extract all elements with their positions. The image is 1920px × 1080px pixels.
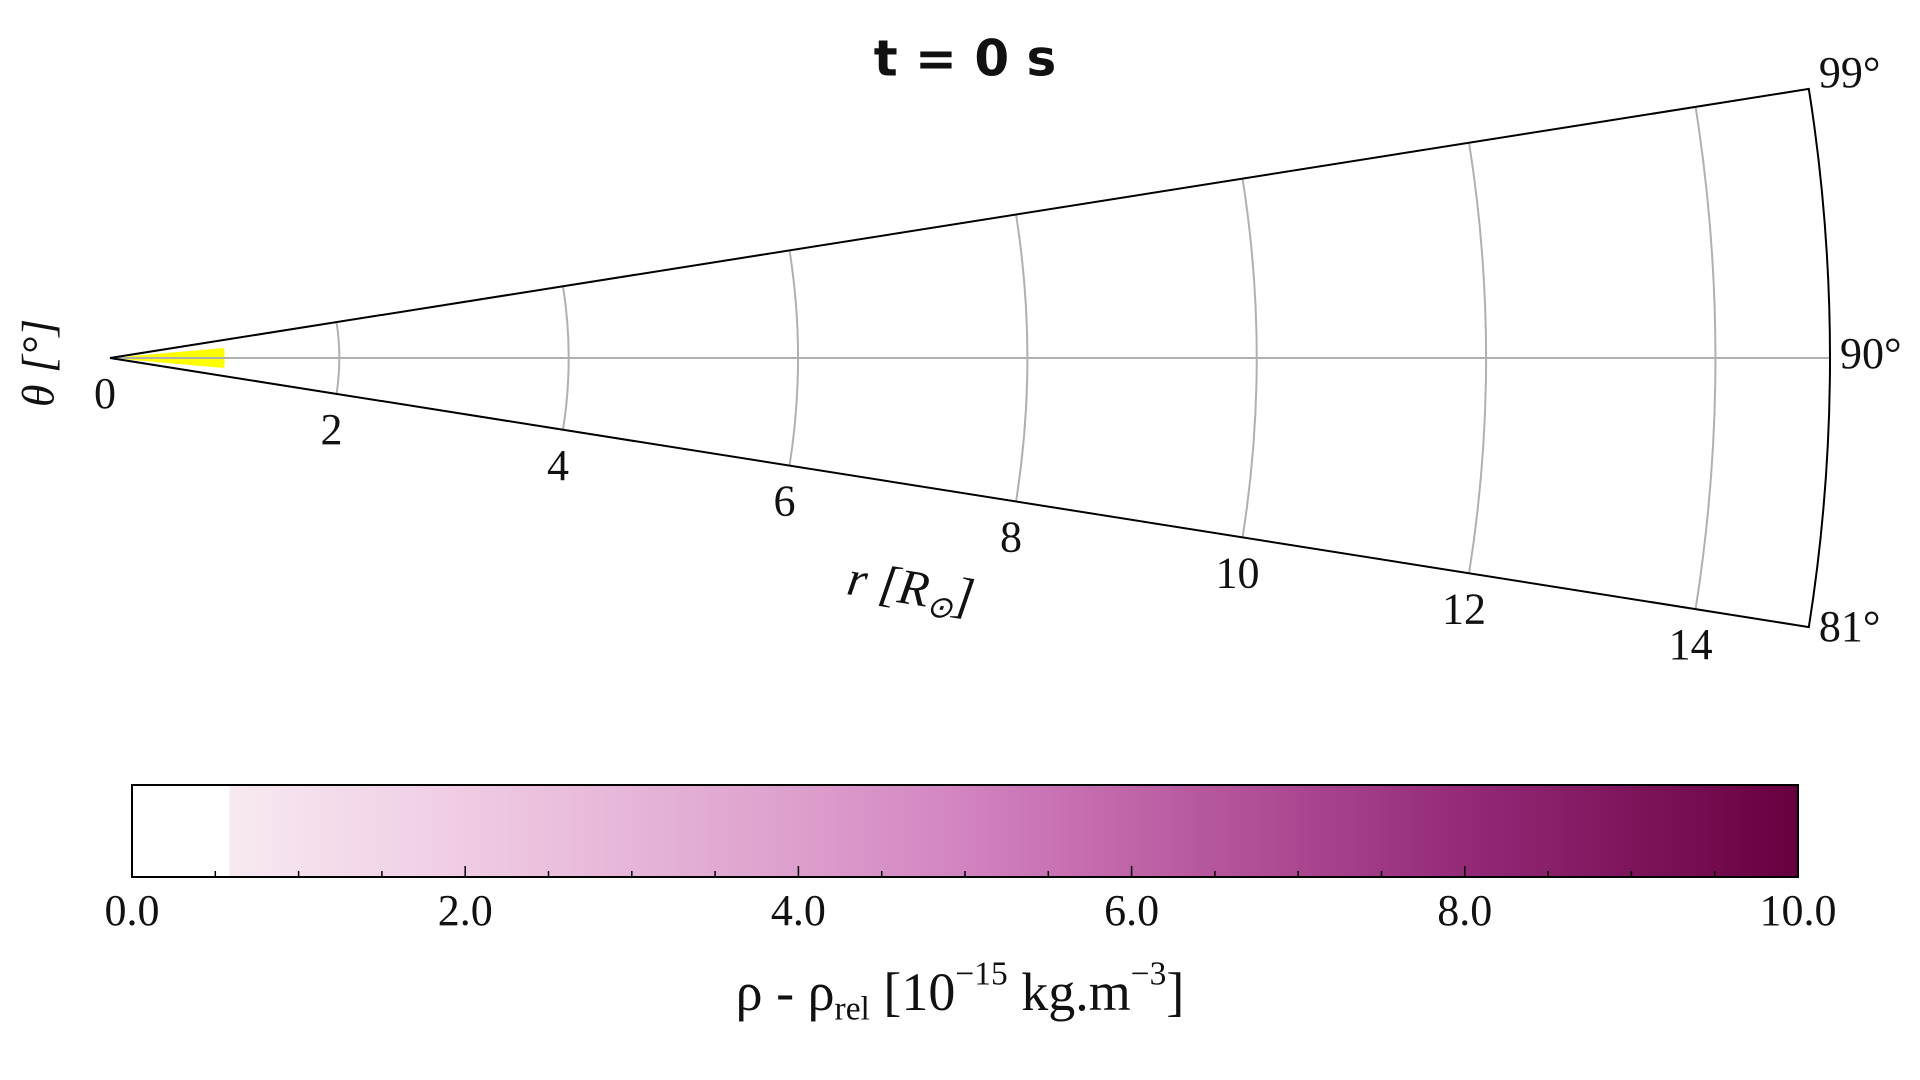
colorbar-tick-label: 4.0 <box>771 886 826 935</box>
r-tick-label: 4 <box>547 441 569 490</box>
colorbar-label: ρ - ρrel [10−15 kg.m−3] <box>736 955 1185 1027</box>
chart-title: t = 0 s <box>874 30 1057 88</box>
label-part: [10 <box>870 962 955 1022</box>
r-tick-label: 12 <box>1442 584 1486 633</box>
theta-tick-label: 81° <box>1819 602 1881 651</box>
wedge-frame <box>109 87 1831 629</box>
r-tick-label: 14 <box>1669 620 1713 669</box>
colorbar-tick-label: 6.0 <box>1104 886 1159 935</box>
label-part: −15 <box>955 955 1007 992</box>
label-part: ] <box>1166 962 1184 1022</box>
theta-tick-label: 99° <box>1819 48 1881 97</box>
colorbar-tick-label: 2.0 <box>438 886 493 935</box>
colorbar-tick-label: 0.0 <box>105 886 160 935</box>
r-tick-label: 0 <box>94 369 116 418</box>
label-part: rel <box>835 990 870 1027</box>
colorbar-tick-label: 10.0 <box>1760 886 1837 935</box>
colorbar-tick-label: 8.0 <box>1437 886 1492 935</box>
r-tick-label: 6 <box>774 477 796 526</box>
theta-axis-label: θ [°] <box>13 319 64 407</box>
label-part: −3 <box>1131 955 1167 992</box>
r-axis-label: r [R⊙] <box>843 550 978 629</box>
theta-tick-label: 90° <box>1840 329 1902 378</box>
r-tick-label: 10 <box>1216 548 1260 597</box>
label-part: ρ - ρ <box>736 962 835 1022</box>
colorbar <box>131 784 1799 878</box>
label-part: r [R <box>844 550 934 618</box>
label-part: kg.m <box>1008 962 1131 1022</box>
r-tick-label: 8 <box>1000 513 1022 562</box>
r-tick-label: 2 <box>321 405 343 454</box>
